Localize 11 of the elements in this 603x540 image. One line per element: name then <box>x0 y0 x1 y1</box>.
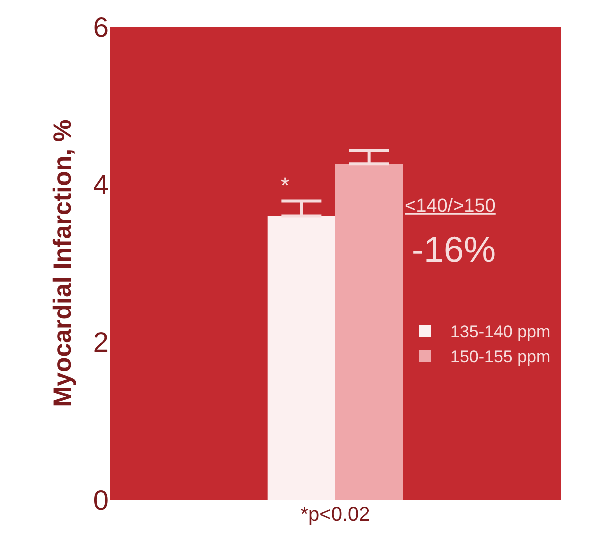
y-tick-label: 6 <box>93 12 109 43</box>
text: -16% <box>412 229 496 270</box>
x-tick-label: *p<0.02 <box>300 504 370 526</box>
text: <140/>150 <box>405 196 496 217</box>
y-tick-label: 0 <box>93 484 109 516</box>
legend-label: 135-140 ppm <box>450 322 551 342</box>
annotation: * <box>281 173 290 198</box>
legend-label: 150-155 ppm <box>450 348 551 367</box>
y-tick-label: 4 <box>93 169 109 200</box>
y-axis-title: Myocardial Infarction, % <box>49 120 78 408</box>
y-tick-label: 2 <box>93 327 109 358</box>
